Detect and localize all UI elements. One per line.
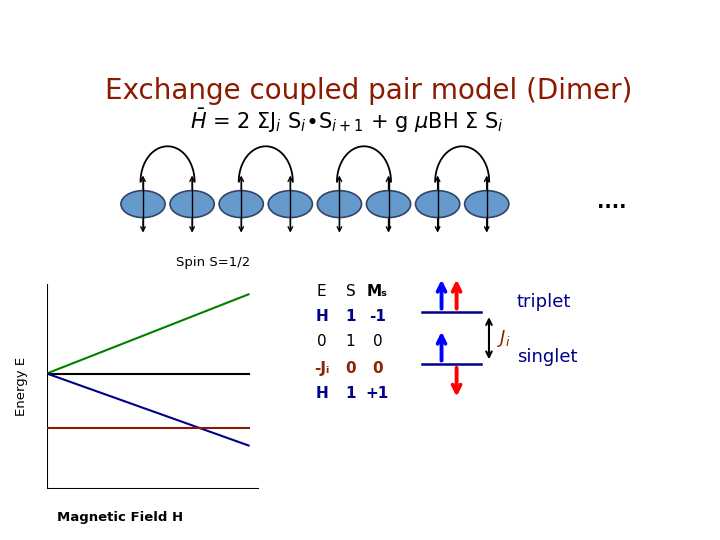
Ellipse shape bbox=[464, 191, 509, 218]
Text: $\bar{H}$ = 2 $\Sigma$J$_i$ S$_i$$\bullet$S$_{i+1}$ + g $\mu$BH $\Sigma$ S$_i$: $\bar{H}$ = 2 $\Sigma$J$_i$ S$_i$$\bulle… bbox=[190, 107, 503, 135]
Text: -1: -1 bbox=[369, 309, 386, 324]
Text: Energy E: Energy E bbox=[15, 356, 28, 416]
Text: 0: 0 bbox=[317, 334, 326, 349]
Text: 0: 0 bbox=[346, 361, 356, 376]
Text: Mₛ: Mₛ bbox=[367, 284, 388, 299]
Text: -Jᵢ: -Jᵢ bbox=[314, 361, 329, 376]
Text: $J_i$: $J_i$ bbox=[498, 328, 511, 349]
Text: triplet: triplet bbox=[517, 293, 571, 311]
Text: Spin S=1/2: Spin S=1/2 bbox=[176, 256, 251, 269]
Ellipse shape bbox=[269, 191, 312, 218]
Text: E: E bbox=[317, 284, 326, 299]
Text: H: H bbox=[315, 309, 328, 324]
Text: 0: 0 bbox=[372, 361, 383, 376]
Text: Exchange coupled pair model (Dimer): Exchange coupled pair model (Dimer) bbox=[105, 77, 633, 105]
Text: H: H bbox=[315, 386, 328, 401]
Ellipse shape bbox=[170, 191, 215, 218]
Text: S: S bbox=[346, 284, 356, 299]
Text: 1: 1 bbox=[346, 386, 356, 401]
Text: 1: 1 bbox=[346, 309, 356, 324]
Text: 1: 1 bbox=[346, 334, 356, 349]
Ellipse shape bbox=[366, 191, 410, 218]
Text: +1: +1 bbox=[366, 386, 389, 401]
Text: 0: 0 bbox=[372, 334, 382, 349]
Ellipse shape bbox=[219, 191, 264, 218]
Text: ....: .... bbox=[597, 193, 626, 212]
Ellipse shape bbox=[121, 191, 165, 218]
Text: singlet: singlet bbox=[517, 348, 577, 366]
Text: Magnetic Field H: Magnetic Field H bbox=[58, 511, 184, 524]
Ellipse shape bbox=[318, 191, 361, 218]
Ellipse shape bbox=[415, 191, 460, 218]
